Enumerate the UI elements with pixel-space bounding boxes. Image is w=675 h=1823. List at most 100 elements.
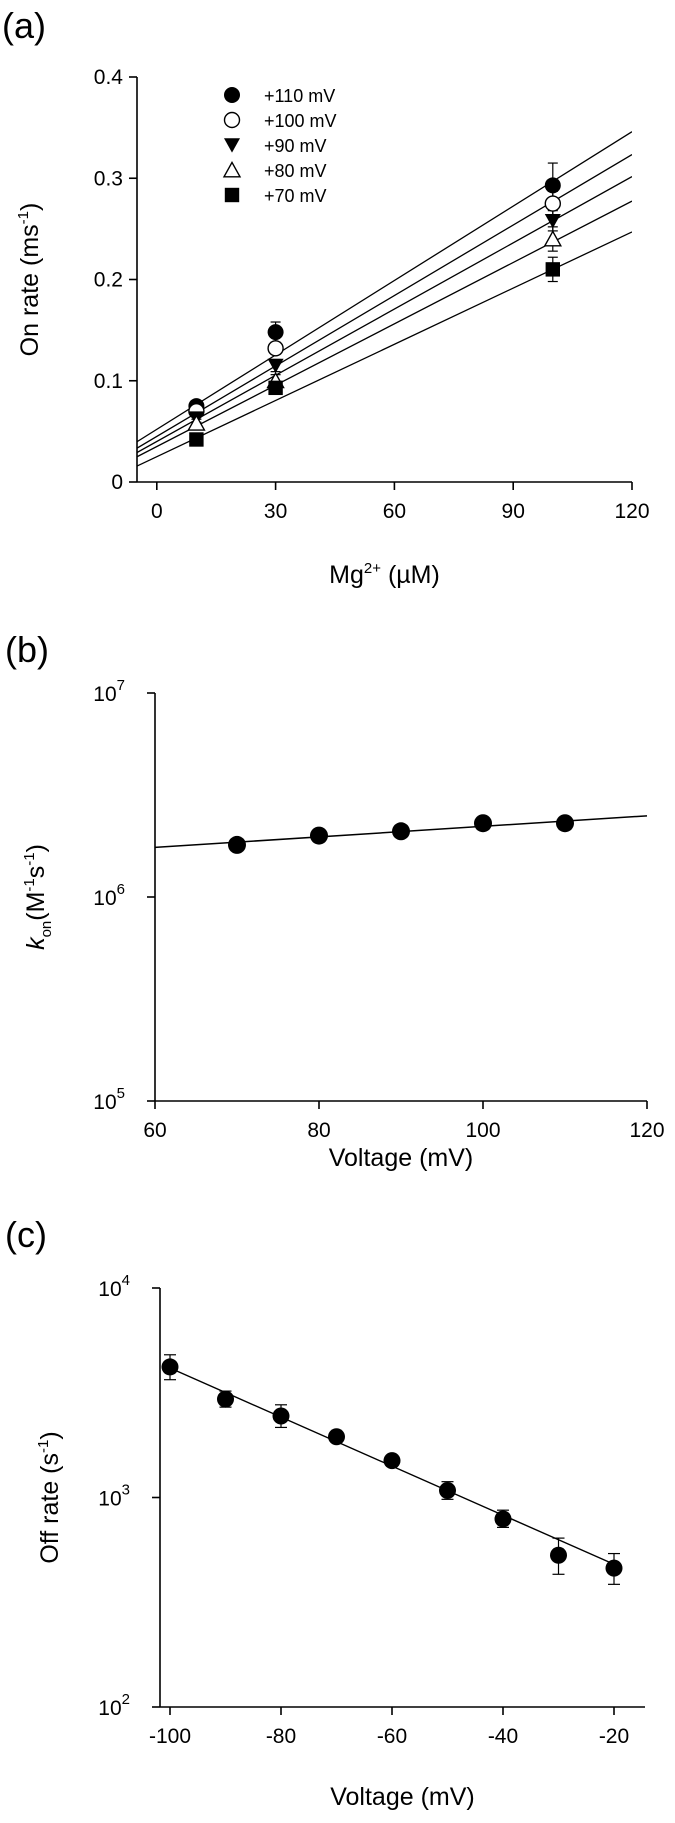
y-title-close: ) [22,844,50,852]
legend-label-70mv: +70 mV [264,186,327,206]
y-title-sup1: -1 [21,878,38,891]
legend-marker-90mv [224,138,240,153]
y-tick-exp-b: 6 [117,881,125,898]
fit-line-90mv [137,176,632,454]
y-tick-label-b: 106 [93,881,125,910]
point-80mv [187,414,206,431]
legend-label-90mv: +90 mV [264,136,327,156]
y-tick-base-c: 10 [98,1278,121,1301]
x-tick-label-b: 80 [307,1119,330,1142]
legend-marker-110mv [224,87,240,103]
y-axis-title-b: kon(M-1s-1) [21,844,55,950]
y-tick-label-b: 107 [93,677,125,706]
point-c [161,1358,179,1376]
x-tick-label-a: 120 [614,500,649,523]
point-b [392,822,410,841]
point-b [310,826,328,845]
y-title-base-c: Off rate (s [36,1453,64,1564]
y-title-s: s [22,866,50,879]
y-tick-label-a: 0 [111,471,123,494]
x-tick-label-c: -80 [266,1725,296,1748]
x-axis-title-b: Voltage (mV) [329,1144,474,1172]
y-axis-title-c: Off rate (s-1) [35,1431,64,1563]
point-b [556,814,574,833]
x-tick-label-b: 60 [143,1119,166,1142]
point-c [272,1407,290,1425]
y-title-sup2: -1 [21,852,38,865]
point-c [383,1452,401,1470]
point-c [550,1546,567,1564]
y-tick-exp-c: 2 [122,1691,130,1708]
y-title-rest-c: ) [36,1431,64,1439]
y-title-sup: -1 [15,211,32,224]
y-title-m: (M [22,892,50,921]
point-70mv [189,432,204,447]
y-tick-base-c: 10 [98,1697,121,1720]
y-tick-exp-b: 7 [117,677,125,694]
y-title-sup-c: -1 [35,1440,52,1453]
y-tick-label-a: 0.3 [94,167,123,190]
legend-marker-70mv [224,187,240,203]
y-tick-label-a: 0.2 [94,269,123,292]
y-tick-base-c: 10 [98,1488,121,1511]
point-90mv [267,358,284,374]
point-b [474,814,492,833]
y-title-rest: ) [16,203,44,211]
point-110mv [544,177,561,194]
legend-marker-100mv [223,111,241,129]
y-tick-exp-c: 4 [122,1272,130,1289]
point-80mv [543,229,562,247]
y-tick-label-c: 103 [98,1482,130,1511]
chart-a: 0 0.1 0.2 0.3 0.4 0 30 60 90 120 Mg2+ (µM) On rate … [15,66,650,589]
y-axis-title-a: On rate (ms-1) [15,203,44,357]
legend-label-100mv: +100 mV [264,111,337,131]
y-tick-label-a: 0.4 [94,66,124,89]
point-c [439,1481,456,1499]
x-tick-label-a: 60 [383,500,406,523]
x-tick-label-c: -100 [149,1725,191,1748]
x-title-rest: (µM) [381,561,440,589]
x-tick-label-c: -60 [377,1725,407,1748]
point-c [328,1428,345,1446]
y-tick-base-b: 10 [93,683,116,706]
point-100mv [544,195,561,212]
panel-label-c: (c) [5,1214,47,1255]
point-110mv [267,324,284,341]
y-title-sub: on [38,921,55,938]
x-title-sup: 2+ [364,560,381,577]
y-tick-base-b: 10 [93,887,116,910]
x-tick-label-a: 30 [264,500,287,523]
point-90mv [544,213,561,229]
point-c [605,1559,623,1577]
y-title-k: k [22,936,50,950]
y-title-base: On rate (ms [16,224,44,356]
x-tick-label-a: 0 [151,500,163,523]
y-tick-exp-c: 3 [122,1482,130,1499]
point-70mv [545,262,560,277]
point-c [494,1510,512,1528]
panel-label-a: (a) [2,5,46,46]
legend-label-80mv: +80 mV [264,161,327,181]
x-tick-label-a: 90 [502,500,525,523]
y-tick-exp-b: 5 [117,1085,125,1102]
legend-label-110mv: +110 mV [264,86,335,106]
point-100mv [267,340,284,357]
point-c [217,1390,234,1408]
x-title-base: Mg [329,561,364,589]
y-tick-base-b: 10 [93,1091,116,1114]
x-tick-label-b: 120 [629,1119,664,1142]
y-tick-label-a: 0.1 [94,370,123,393]
x-tick-label-b: 100 [465,1119,500,1142]
point-70mv [268,380,283,396]
panel-label-b: (b) [5,629,49,670]
y-tick-label-b: 105 [93,1085,125,1114]
y-tick-label-c: 104 [98,1272,130,1301]
x-axis-title-a: Mg2+ (µM) [329,560,440,589]
legend-marker-80mv [222,160,242,178]
fit-line-110mv [137,131,632,443]
x-axis-title-c: Voltage (mV) [330,1783,475,1811]
y-tick-label-c: 102 [98,1691,130,1720]
